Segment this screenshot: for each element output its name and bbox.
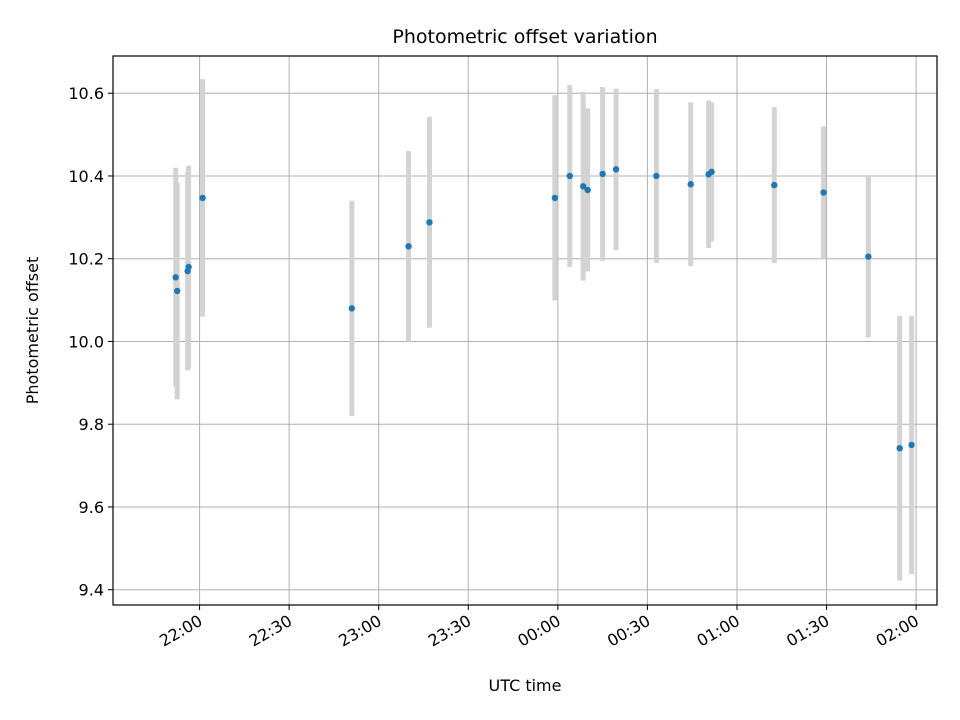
data-point (185, 263, 192, 271)
y-tick-label: 9.8 (79, 415, 104, 434)
data-points (172, 166, 915, 452)
data-point (687, 181, 694, 188)
y-axis-ticks: 9.4 9.6 9.8 10.0 10.2 10.4 10.6 (68, 84, 113, 600)
y-tick-label: 10.2 (68, 250, 104, 269)
data-point (173, 287, 181, 295)
x-tick-label: 00:00 (514, 611, 563, 651)
data-point (599, 170, 606, 178)
data-point (405, 243, 412, 250)
x-tick-label: 01:00 (694, 611, 743, 651)
x-tick-label: 22:00 (156, 611, 205, 651)
y-tick-label: 10.4 (68, 167, 104, 186)
data-point (426, 219, 433, 226)
y-axis-title: Photometric offset (23, 257, 42, 405)
data-point (820, 189, 827, 196)
x-axis-title: UTC time (489, 676, 562, 695)
y-tick-label: 9.6 (79, 498, 104, 517)
data-point (865, 253, 872, 260)
plot-frame (112, 55, 938, 606)
data-point (653, 172, 660, 180)
error-bars (173, 79, 915, 581)
x-tick-label: 00:30 (604, 611, 653, 651)
data-point (580, 183, 587, 190)
data-point (199, 194, 206, 202)
data-point (771, 181, 778, 189)
x-tick-label: 01:30 (783, 611, 832, 651)
y-tick-label: 10.0 (68, 332, 104, 351)
data-point (551, 194, 559, 202)
x-axis-ticks: 22:00 22:30 23:00 23:30 00:00 00:30 01:00 01:30… (156, 605, 922, 651)
x-tick-label: 22:30 (246, 611, 295, 651)
x-tick-label: 02:00 (873, 611, 922, 651)
data-point (908, 441, 915, 449)
data-point (708, 168, 715, 176)
x-tick-label: 23:00 (335, 611, 384, 651)
chart-title: Photometric offset variation (392, 26, 657, 48)
data-point (172, 274, 179, 281)
data-point (612, 166, 620, 173)
data-point (348, 305, 356, 312)
data-point (896, 445, 903, 452)
data-point (566, 172, 573, 180)
x-tick-label: 23:30 (425, 611, 474, 651)
y-tick-label: 9.4 (79, 581, 104, 600)
grid-lines (113, 56, 937, 605)
y-tick-label: 10.6 (68, 84, 104, 103)
data-point (584, 186, 591, 194)
